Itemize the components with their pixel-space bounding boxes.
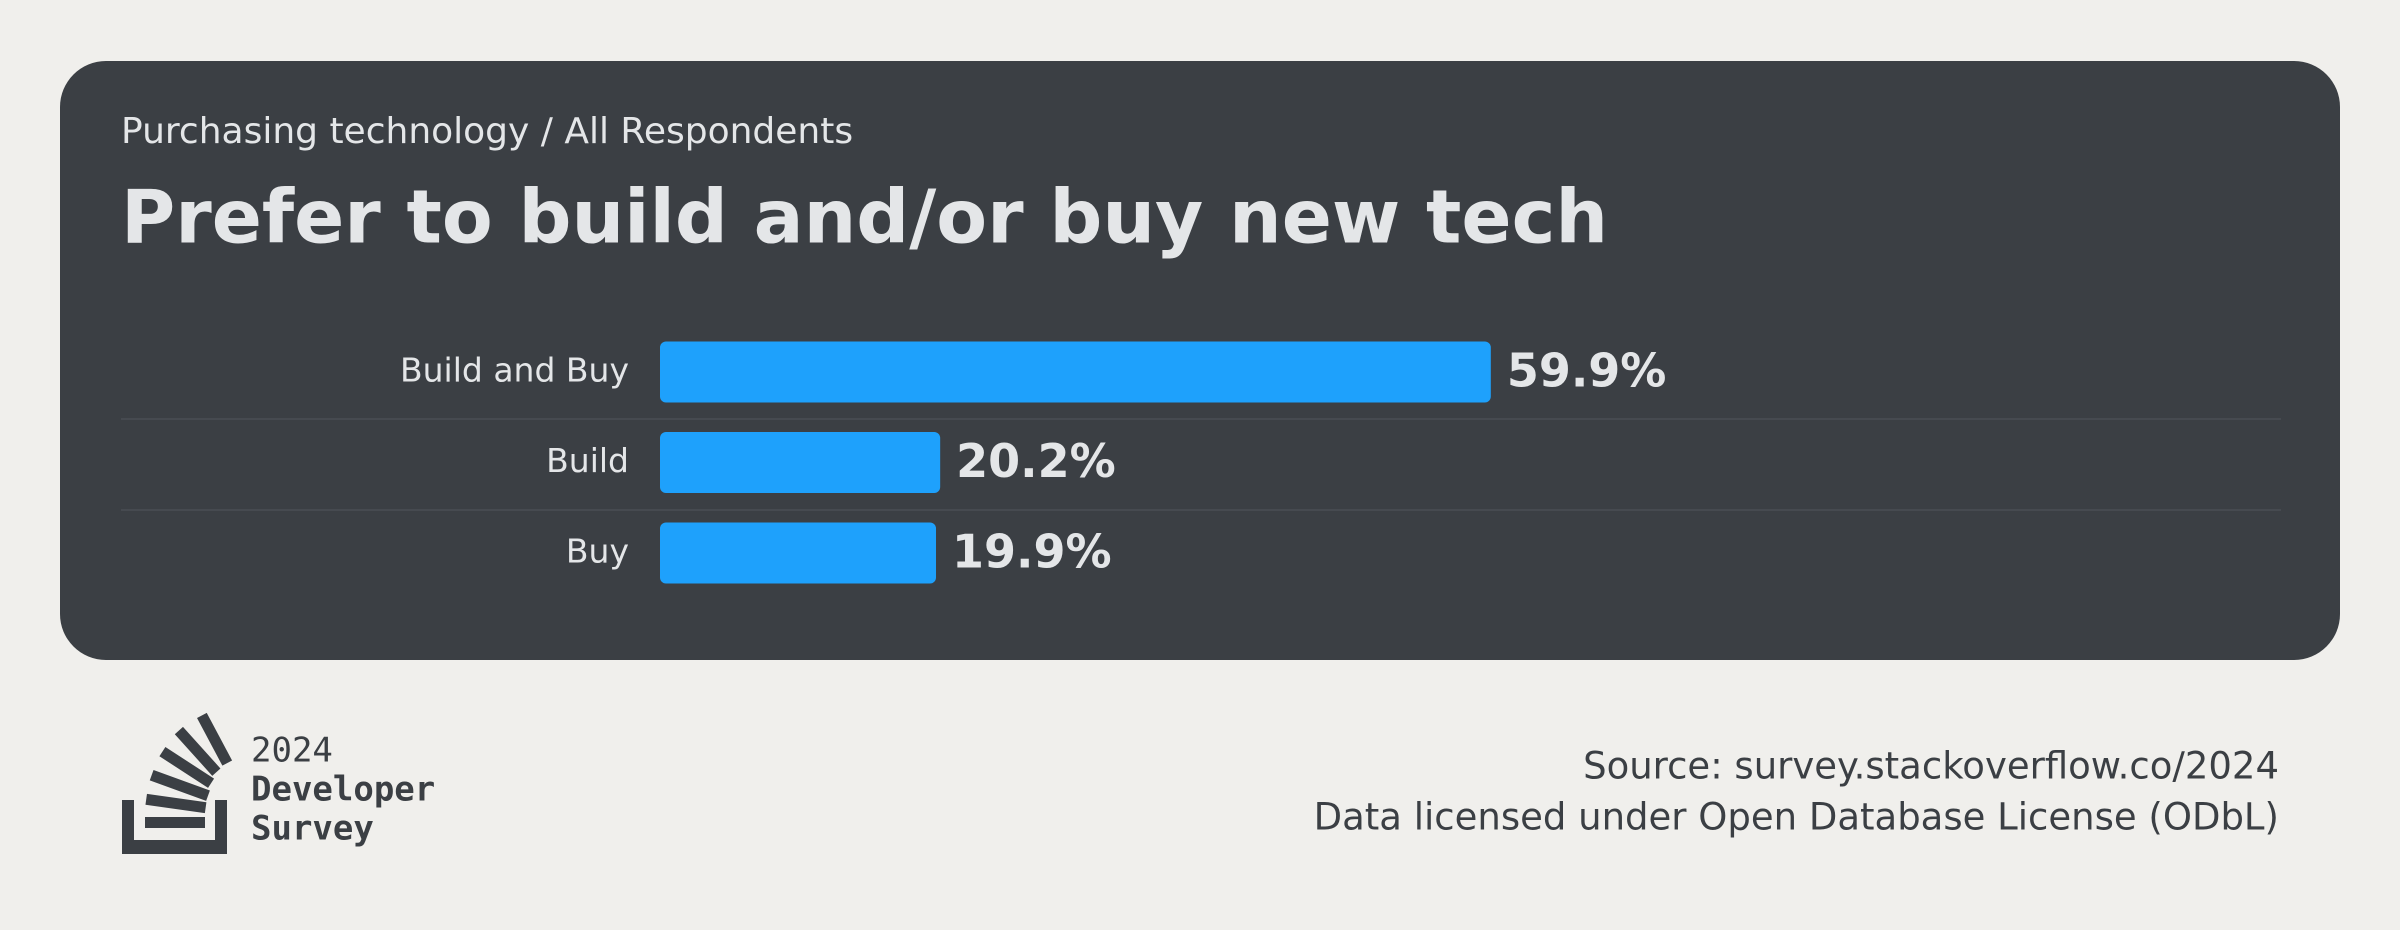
logo-text: Survey <box>251 809 374 849</box>
bar <box>660 341 1491 403</box>
value-label: 19.9% <box>952 525 1112 579</box>
logo-text: Developer <box>251 770 435 810</box>
category-label: Buy <box>566 532 629 571</box>
logo-year: 2024 <box>251 731 333 771</box>
chart-subtitle: Purchasing technology / All Respondents <box>121 111 853 152</box>
bar <box>660 522 937 584</box>
chart-title: Prefer to build and/or buy new tech <box>121 175 1608 261</box>
bar <box>660 432 941 493</box>
license: Data licensed under Open Database Licens… <box>1314 796 2279 839</box>
category-label: Build <box>546 441 629 480</box>
value-label: 59.9% <box>1507 344 1667 398</box>
logo-icon <box>122 712 233 854</box>
value-label: 20.2% <box>956 434 1116 488</box>
category-label: Build and Buy <box>400 351 629 390</box>
source: Source: survey.stackoverflow.co/2024 <box>1583 745 2279 788</box>
